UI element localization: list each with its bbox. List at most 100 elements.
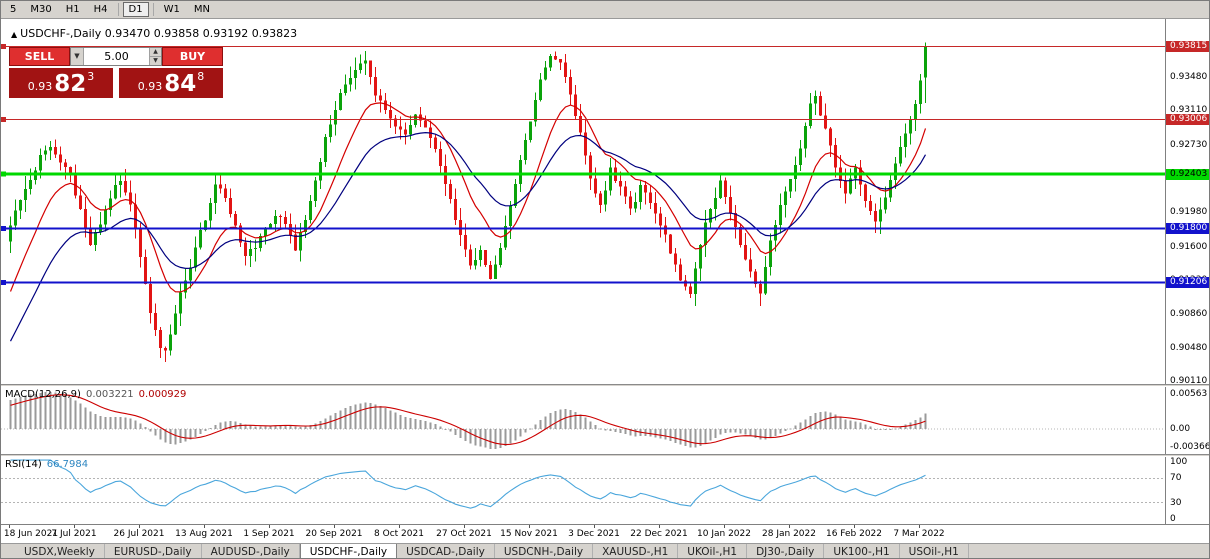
price-tick: 0.92730	[1170, 139, 1208, 150]
time-tick	[74, 525, 75, 528]
date-label: 27 Oct 2021	[436, 529, 492, 539]
macd-axis-zero: 0.00	[1170, 423, 1191, 434]
price-chart[interactable]	[1, 19, 1165, 384]
price-level-badge: 0.91206	[1166, 276, 1209, 288]
time-tick	[269, 525, 270, 528]
rsi-chart[interactable]	[1, 457, 1165, 524]
toolbar-separator	[117, 3, 119, 16]
macd-chart[interactable]	[1, 387, 1165, 454]
rsi-label: RSI(14) 66.7984	[5, 459, 88, 470]
time-tick	[334, 525, 335, 528]
price-tick: 0.90860	[1170, 308, 1208, 319]
time-tick	[789, 525, 790, 528]
timeframe-h1[interactable]: H1	[59, 2, 86, 17]
macd-axis-bottom: -0.00366	[1170, 442, 1210, 452]
tab-usoil-h1[interactable]: USOil-,H1	[900, 544, 969, 558]
macd-panel: MACD(12,26,9) 0.003221 0.000929 0.00563 0.0…	[1, 387, 1210, 454]
panel-splitter[interactable]	[1, 384, 1209, 387]
date-label: 7 Jul 2021	[51, 529, 97, 539]
macd-axis-top: 0.00563	[1170, 389, 1208, 399]
lot-spinner[interactable]: ▲ ▼	[149, 48, 161, 65]
price-level-badge: 0.93815	[1166, 41, 1209, 53]
symbol-marker-icon: ▲	[11, 30, 18, 39]
date-label: 28 Jan 2022	[762, 529, 816, 539]
tab-eurusd-daily[interactable]: EURUSD-,Daily	[105, 544, 202, 558]
timeframe-h4[interactable]: H4	[87, 2, 114, 17]
timeframe-d1[interactable]: D1	[122, 2, 149, 17]
date-label: 18 Jun 2021	[3, 529, 59, 539]
chart-tab-bar: USDX,Weekly EURUSD-,Daily AUDUSD-,Daily USD…	[1, 543, 1209, 558]
tab-usdx-weekly[interactable]: USDX,Weekly	[15, 544, 105, 558]
macd-scale[interactable]: 0.00563 0.00 -0.00366	[1165, 387, 1210, 454]
ohlc-text: USDCHF-,Daily 0.93470 0.93858 0.93192 0.…	[20, 27, 298, 40]
macd-value: 0.003221	[85, 389, 134, 400]
rsi-name: RSI(14)	[5, 459, 42, 470]
chevron-down-icon[interactable]: ▼	[71, 48, 84, 65]
date-label: 20 Sep 2021	[305, 529, 363, 539]
rsi-value: 66.7984	[46, 459, 89, 470]
sell-button[interactable]: SELL	[9, 47, 70, 66]
lot-value[interactable]: 5.00	[104, 50, 129, 63]
rsi-scale[interactable]: 100 70 30 0	[1165, 457, 1209, 524]
time-tick	[919, 525, 920, 528]
trade-panel-price-row: 0.93 82 3 0.93 84 8	[9, 68, 223, 98]
price-tick: 0.93110	[1170, 105, 1208, 116]
price-tick: 0.91600	[1170, 241, 1208, 252]
time-tick	[529, 525, 530, 528]
price-panel: ▲ USDCHF-,Daily 0.93470 0.93858 0.93192 0…	[1, 19, 1209, 386]
sell-price-big: 82	[54, 71, 87, 97]
tab-xauusd-h1[interactable]: XAUUSD-,H1	[593, 544, 679, 558]
buy-button[interactable]: BUY	[162, 47, 223, 66]
sell-price-pip: 3	[87, 70, 95, 83]
price-scale[interactable]: 0.934800.931100.927300.923600.919800.916…	[1165, 19, 1209, 386]
date-label: 15 Nov 2021	[500, 529, 558, 539]
tab-ukoil-h1[interactable]: UKOil-,H1	[678, 544, 748, 558]
tab-usdcad-daily[interactable]: USDCAD-,Daily	[397, 544, 495, 558]
timeframe-toolbar: 5 M30 H1 H4 D1 W1 MN	[1, 1, 1209, 19]
rsi-axis-tick: 30	[1170, 497, 1182, 508]
date-label: 3 Dec 2021	[568, 529, 620, 539]
tab-dj30-daily[interactable]: DJ30-,Daily	[747, 544, 825, 558]
price-level-badge: 0.91800	[1166, 223, 1209, 235]
toolbar-separator	[152, 3, 154, 16]
time-tick	[659, 525, 660, 528]
timeframe-5[interactable]: 5	[4, 2, 23, 17]
macd-label: MACD(12,26,9) 0.003221 0.000929	[5, 389, 186, 400]
date-label: 10 Jan 2022	[697, 529, 751, 539]
timeframe-w1[interactable]: W1	[157, 2, 186, 17]
lot-size-field[interactable]: ▼ 5.00 ▲ ▼	[70, 47, 162, 66]
price-level-badge: 0.93006	[1166, 114, 1209, 126]
tab-uk100-h1[interactable]: UK100-,H1	[824, 544, 900, 558]
buy-price-box[interactable]: 0.93 84 8	[119, 68, 223, 98]
time-tick	[399, 525, 400, 528]
time-axis[interactable]: 18 Jun 2021 7 Jul 2021 26 Jul 2021 13 Aug 2…	[1, 524, 1209, 543]
ohlc-title: ▲ USDCHF-,Daily 0.93470 0.93858 0.93192 0…	[11, 27, 297, 40]
price-level-badge: 0.92403	[1166, 168, 1209, 180]
time-tick	[854, 525, 855, 528]
date-label: 1 Sep 2021	[243, 529, 295, 539]
date-label: 22 Dec 2021	[630, 529, 688, 539]
tab-audusd-daily[interactable]: AUDUSD-,Daily	[202, 544, 300, 558]
time-tick	[9, 525, 10, 528]
price-tick: 0.93480	[1170, 71, 1208, 82]
panel-splitter[interactable]	[1, 454, 1209, 457]
time-tick	[594, 525, 595, 528]
buy-price-big: 84	[164, 71, 197, 97]
tab-usdcnh-daily[interactable]: USDCNH-,Daily	[495, 544, 594, 558]
time-tick	[204, 525, 205, 528]
timeframe-mn[interactable]: MN	[187, 2, 216, 17]
trade-panel-top-row: SELL ▼ 5.00 ▲ ▼ BUY	[9, 47, 223, 66]
rsi-panel: RSI(14) 66.7984 100 70 30 0	[1, 457, 1209, 524]
spin-down-icon[interactable]: ▼	[150, 57, 161, 65]
buy-price-pip: 8	[197, 70, 205, 83]
sell-price-prefix: 0.93	[27, 80, 53, 93]
buy-price-prefix: 0.93	[137, 80, 163, 93]
date-label: 26 Jul 2021	[113, 529, 165, 539]
sell-price-box[interactable]: 0.93 82 3	[9, 68, 113, 98]
tab-usdchf-daily[interactable]: USDCHF-,Daily	[299, 544, 398, 558]
one-click-trading-panel: SELL ▼ 5.00 ▲ ▼ BUY 0.93 82 3 0.93 84 8	[9, 47, 223, 98]
timeframe-m30[interactable]: M30	[24, 2, 58, 17]
spin-up-icon[interactable]: ▲	[150, 48, 161, 57]
time-tick	[464, 525, 465, 528]
